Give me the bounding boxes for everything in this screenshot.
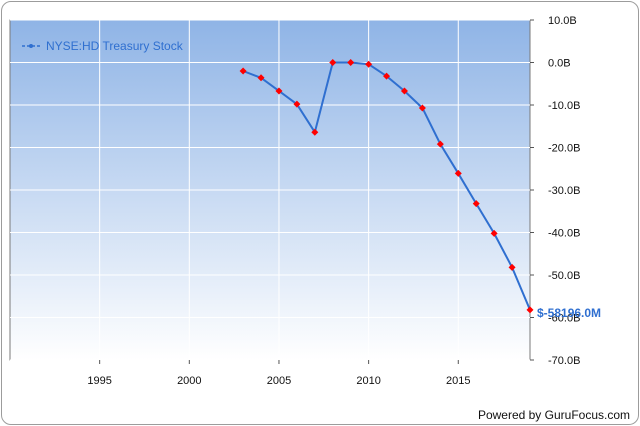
legend: NYSE:HD Treasury Stock	[22, 39, 184, 53]
y-tick-label: -60.0B	[548, 313, 580, 325]
y-tick-label: 0.0B	[548, 58, 571, 70]
data-point	[526, 306, 534, 314]
data-point	[383, 72, 391, 80]
data-point	[329, 59, 337, 66]
data-point	[454, 169, 462, 177]
legend-marker-swatch	[29, 44, 33, 48]
data-point	[347, 59, 355, 66]
data-point	[293, 100, 301, 108]
data-point	[418, 104, 426, 112]
data-point	[436, 140, 444, 148]
data-point	[508, 263, 516, 271]
x-tick-label: 2015	[446, 375, 470, 387]
y-tick-label: 10.0B	[548, 15, 577, 27]
axes: 10.0B 0.0B -10.0B -20.0B -30.0B -40.0B -50.0B -…	[87, 15, 580, 387]
y-tick-label: -10.0B	[548, 100, 580, 112]
y-tick-label: -20.0B	[548, 143, 580, 155]
data-point	[472, 200, 480, 208]
x-tick-label: 2010	[356, 375, 380, 387]
y-tick-label: -30.0B	[548, 185, 580, 197]
data-point	[490, 229, 498, 237]
y-tick-label: -50.0B	[548, 270, 580, 282]
data-point	[400, 87, 408, 95]
legend-label: NYSE:HD Treasury Stock	[46, 39, 184, 53]
x-tick-label: 2005	[267, 375, 291, 387]
data-point	[311, 128, 319, 136]
y-tick-label: -40.0B	[548, 228, 580, 240]
x-tick-label: 2000	[177, 375, 201, 387]
data-point	[275, 87, 283, 95]
data-point	[239, 67, 247, 75]
data-point	[257, 74, 265, 82]
x-tick-label: 1995	[87, 375, 111, 387]
data-point	[365, 60, 373, 68]
powered-by-footer: Powered by GuruFocus.com	[477, 408, 630, 422]
series-treasury-stock	[239, 59, 534, 314]
last-value: $-58196.0M	[537, 306, 601, 320]
last-value-label: $-58196.0M	[537, 306, 601, 320]
y-tick-label: -70.0B	[548, 355, 580, 367]
